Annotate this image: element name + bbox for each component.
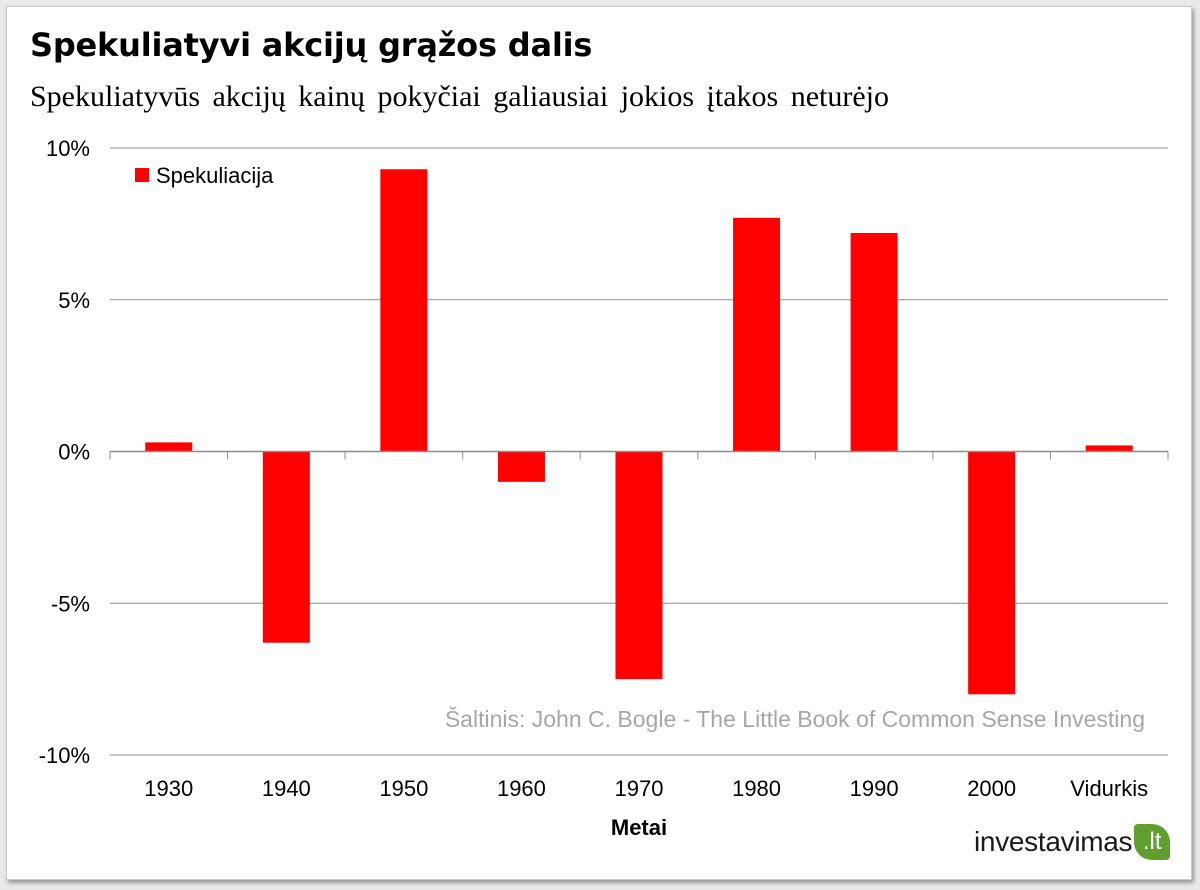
y-tick-label: 5%	[58, 288, 90, 313]
y-tick-label: -10%	[39, 743, 90, 768]
bar-1930	[145, 442, 193, 452]
x-tick-label: 1970	[615, 776, 664, 801]
y-tick-label: 10%	[46, 136, 90, 161]
bar-1980	[733, 217, 781, 452]
bar-1940	[262, 451, 310, 643]
x-tick-label: 1990	[850, 776, 899, 801]
source-note: Šaltinis: John C. Bogle - The Little Boo…	[445, 705, 1145, 732]
bar-1960	[497, 451, 545, 482]
chart-frame	[6, 6, 1192, 880]
y-tick-label: -5%	[51, 591, 90, 616]
x-tick-label: 2000	[967, 776, 1016, 801]
bar-1950	[380, 169, 428, 452]
bar-2000	[968, 451, 1016, 695]
brand-logo: investavimas .lt	[974, 822, 1171, 862]
x-tick-label: Vidurkis	[1070, 776, 1148, 801]
x-tick-label: 1960	[497, 776, 546, 801]
bar-1970	[615, 451, 663, 680]
x-axis	[109, 450, 1169, 460]
chart-subtitle: Spekuliatyvūs akcijų kainų pokyčiai gali…	[30, 80, 890, 113]
y-tick-label: 0%	[58, 440, 90, 465]
bar-vidurkis	[1085, 445, 1133, 452]
x-tick-label: 1980	[732, 776, 781, 801]
brand-text: investavimas	[974, 826, 1133, 857]
x-tick-label: 1950	[379, 776, 428, 801]
x-tick-label: 1940	[262, 776, 311, 801]
bars	[145, 169, 1133, 695]
legend: Spekuliacija	[135, 163, 274, 188]
leaf-icon: .lt	[1134, 824, 1171, 860]
y-tick-labels: 10% 5% 0% -5% -10%	[39, 136, 90, 768]
x-axis-title: Metai	[611, 815, 667, 840]
chart-title: Spekuliatyvi akcijų grąžos dalis	[30, 26, 593, 64]
x-tick-labels: 1930 1940 1950 1960 1970 1980 1990 2000 Vidurkis	[144, 776, 1148, 801]
legend-swatch	[135, 168, 149, 182]
bar-1990	[850, 232, 898, 452]
legend-label: Spekuliacija	[156, 163, 274, 188]
x-tick-label: 1930	[144, 776, 193, 801]
